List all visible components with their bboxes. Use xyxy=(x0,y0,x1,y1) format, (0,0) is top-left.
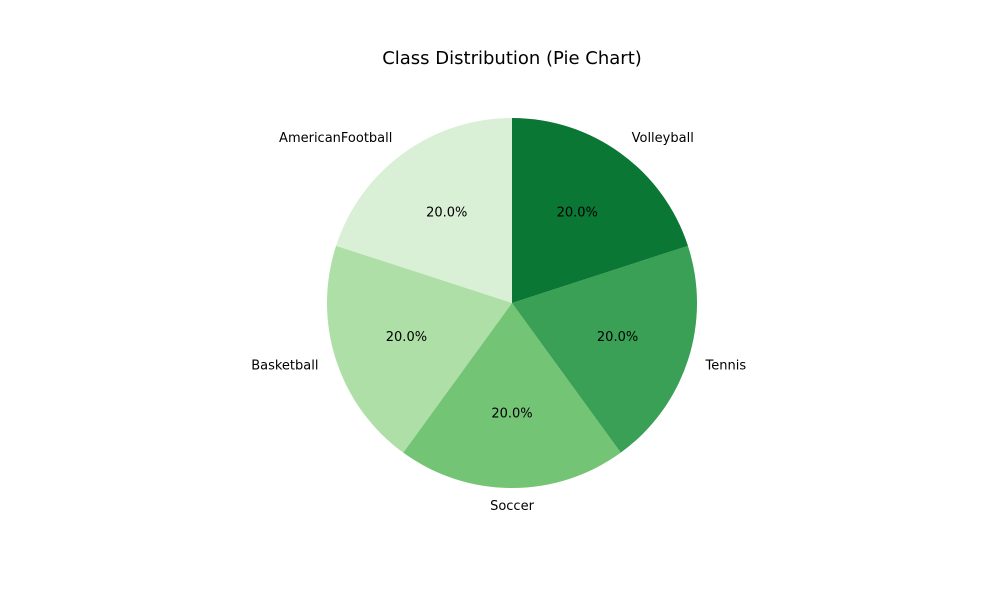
category-label-volleyball: Volleyball xyxy=(632,131,694,146)
percent-label-volleyball: 20.0% xyxy=(557,206,598,221)
pie-slice-basketball xyxy=(327,245,512,453)
category-label-american-football: AmericanFootball xyxy=(279,131,392,146)
category-label-soccer: Soccer xyxy=(490,499,534,514)
pie-slice-american-football xyxy=(336,118,512,303)
chart-title: Class Distribution (Pie Chart) xyxy=(382,48,642,69)
pie-slice-volleyball xyxy=(512,118,688,303)
percent-label-tennis: 20.0% xyxy=(597,330,638,345)
percent-labels: 20.0% 20.0% 20.0% 20.0% 20.0% xyxy=(386,206,638,422)
pie-slice-tennis xyxy=(512,245,697,453)
pie-slices xyxy=(327,118,697,489)
percent-label-american-football: 20.0% xyxy=(426,206,467,221)
category-label-tennis: Tennis xyxy=(705,358,747,373)
percent-label-basketball: 20.0% xyxy=(386,330,427,345)
pie-slice-soccer xyxy=(403,303,621,489)
category-label-basketball: Basketball xyxy=(251,358,318,373)
percent-label-soccer: 20.0% xyxy=(491,407,532,422)
category-labels: AmericanFootball Basketball Soccer Tennis Vo… xyxy=(251,131,746,514)
